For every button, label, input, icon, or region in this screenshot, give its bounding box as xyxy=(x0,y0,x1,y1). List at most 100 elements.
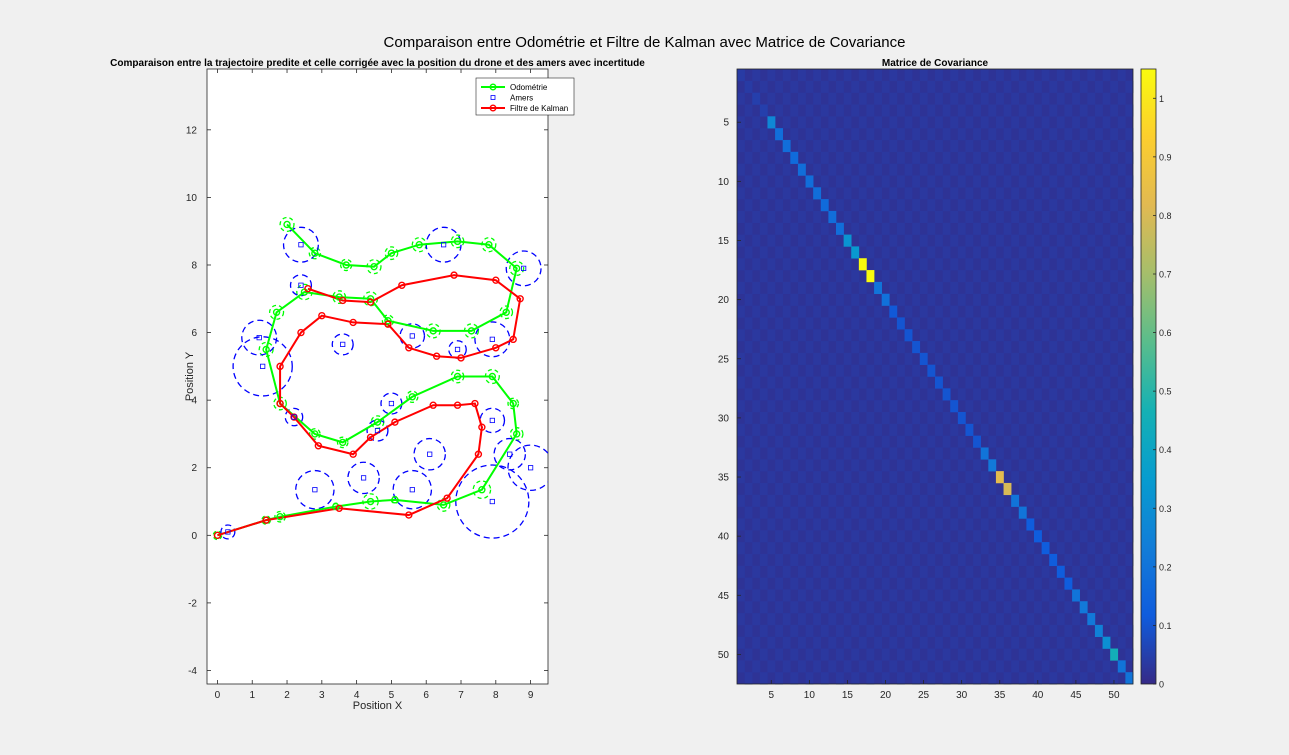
heatmap-diagonal-cell xyxy=(912,341,921,354)
heatmap-cell xyxy=(980,636,989,649)
heatmap-cell xyxy=(942,672,951,685)
heatmap-cell xyxy=(1110,411,1119,425)
heatmap-cell xyxy=(1034,175,1042,188)
heatmap-cell xyxy=(805,672,814,685)
heatmap-cell xyxy=(858,376,867,389)
heatmap-cell xyxy=(797,613,806,626)
heatmap-cell xyxy=(1011,210,1020,224)
heatmap-diagonal-cell xyxy=(1110,648,1119,661)
heatmap-cell xyxy=(851,364,860,377)
heatmap-cell xyxy=(737,518,745,531)
legend-label: Filtre de Kalman xyxy=(510,104,568,113)
heatmap-cell xyxy=(927,577,936,590)
heatmap-cell xyxy=(767,139,776,153)
heatmap-cell xyxy=(1034,672,1042,685)
heatmap-cell xyxy=(1018,530,1027,543)
heatmap-cell xyxy=(1102,139,1111,153)
heatmap-cell xyxy=(973,506,981,519)
heatmap-diagonal-cell xyxy=(1003,482,1012,496)
heatmap-cell xyxy=(866,459,875,472)
heatmap-cell xyxy=(889,589,898,602)
heatmap-cell xyxy=(744,482,753,496)
heatmap-cell xyxy=(942,459,951,472)
heatmap-cell xyxy=(1094,553,1103,567)
heatmap-cell xyxy=(1102,116,1111,129)
heatmap-cell xyxy=(896,506,905,519)
heatmap-cell xyxy=(843,281,852,295)
heatmap-diagonal-cell xyxy=(752,92,761,105)
heatmap-cell xyxy=(973,222,981,235)
heatmap-cell xyxy=(988,246,997,259)
heatmap-cell xyxy=(820,435,829,448)
heatmap-cell xyxy=(790,175,799,188)
heatmap-cell xyxy=(896,80,905,93)
heatmap-cell xyxy=(965,187,974,200)
heatmap-cell xyxy=(1049,293,1058,306)
heatmap-cell xyxy=(919,234,928,247)
heatmap-cell xyxy=(874,305,882,318)
heatmap-diagonal-cell xyxy=(1094,624,1103,637)
heatmap-cell xyxy=(912,128,921,141)
x-tick-label: 8 xyxy=(493,690,499,701)
heatmap-cell xyxy=(988,530,997,543)
heatmap-cell xyxy=(767,210,776,224)
heatmap-cell xyxy=(1125,270,1134,283)
heatmap-cell xyxy=(759,459,768,472)
heatmap-cell xyxy=(866,482,875,496)
heatmap-cell xyxy=(935,471,943,484)
heatmap-cell xyxy=(1064,435,1073,448)
heatmap-cell xyxy=(782,565,791,578)
x-tick-label: 5 xyxy=(389,690,395,701)
heatmap-cell xyxy=(1125,317,1134,330)
heatmap-cell xyxy=(1117,139,1126,153)
odometry-point xyxy=(311,249,319,257)
heatmap-cell xyxy=(759,80,768,93)
heatmap-cell xyxy=(942,151,951,164)
heatmap-cell xyxy=(980,92,989,105)
heatmap-cell xyxy=(752,69,761,82)
kalman-point xyxy=(405,344,413,352)
heatmap-cell xyxy=(1041,518,1050,531)
heatmap-cell xyxy=(1125,411,1134,425)
heatmap-cell xyxy=(820,624,829,637)
heatmap-cell xyxy=(881,199,890,212)
kalman-point xyxy=(304,284,312,293)
heatmap-cell xyxy=(1049,128,1058,141)
heatmap-cell xyxy=(919,116,928,129)
heatmap-cell xyxy=(1049,506,1058,519)
heatmap-cell xyxy=(866,364,875,377)
odometry-point xyxy=(373,418,382,426)
y-tick-label: 8 xyxy=(191,260,197,271)
heatmap-cell xyxy=(935,187,943,200)
heatmap-cell xyxy=(1125,601,1134,614)
heatmap-cell xyxy=(866,577,875,590)
heatmap-cell xyxy=(1041,187,1050,200)
heatmap-cell xyxy=(957,577,966,590)
heatmap-cell xyxy=(797,636,806,649)
y-tick-label: 12 xyxy=(186,125,198,136)
landmark-point xyxy=(528,465,534,471)
heatmap-cell xyxy=(851,104,860,117)
heatmap-cell xyxy=(973,388,981,401)
heatmap-cell xyxy=(1117,376,1126,389)
y-axis-label: Position Y xyxy=(184,351,196,401)
odometry-point xyxy=(502,308,510,316)
heatmap-cell xyxy=(1056,376,1065,389)
heatmap-cell xyxy=(1056,423,1065,436)
heatmap-cell xyxy=(927,482,936,496)
heatmap-cell xyxy=(896,222,905,235)
heatmap-cell xyxy=(980,163,989,176)
colorbar-tick-label: 0 xyxy=(1159,680,1164,690)
colorbar-tick-label: 0.1 xyxy=(1159,621,1172,631)
heatmap-cell xyxy=(896,270,905,283)
heatmap-cell xyxy=(874,518,882,531)
heatmap-cell xyxy=(881,530,890,543)
y-tick-label: -4 xyxy=(188,666,197,677)
heatmap-cell xyxy=(737,187,745,200)
heatmap-cell xyxy=(995,400,1004,413)
heatmap-cell xyxy=(896,577,905,590)
heatmap-cell xyxy=(1041,423,1050,436)
odometry-uncertainty-circle xyxy=(296,283,313,301)
heatmap-cell xyxy=(851,222,860,235)
heatmap-cell xyxy=(737,494,745,507)
